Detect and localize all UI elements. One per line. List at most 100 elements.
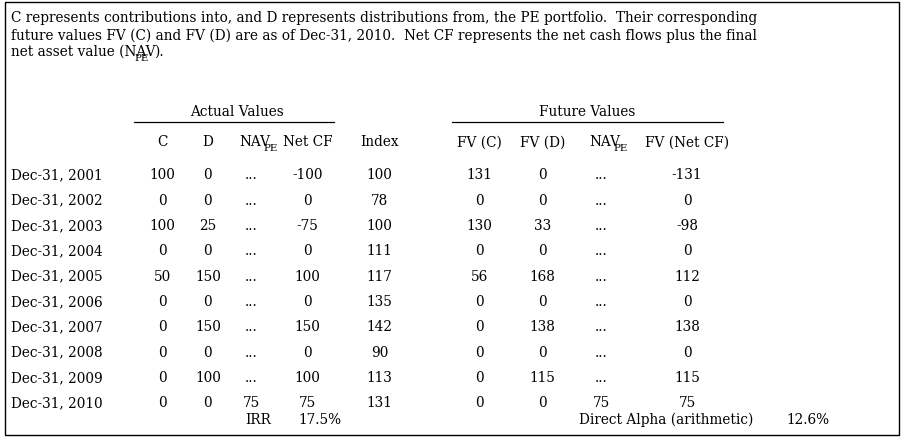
- Text: 0: 0: [158, 346, 167, 360]
- Text: 135: 135: [367, 295, 392, 309]
- Text: 0: 0: [682, 295, 691, 309]
- Text: 0: 0: [537, 244, 546, 258]
- Text: 0: 0: [203, 244, 212, 258]
- Text: Direct Alpha (arithmetic): Direct Alpha (arithmetic): [578, 413, 752, 427]
- Text: Dec-31, 2004: Dec-31, 2004: [11, 244, 102, 258]
- Text: 0: 0: [682, 346, 691, 360]
- Text: 12.6%: 12.6%: [786, 413, 829, 427]
- Text: 138: 138: [674, 320, 699, 334]
- Text: 0: 0: [158, 244, 167, 258]
- Text: NAV: NAV: [589, 135, 619, 149]
- Text: 0: 0: [203, 194, 212, 208]
- Text: 0: 0: [537, 295, 546, 309]
- Text: Dec-31, 2005: Dec-31, 2005: [11, 270, 102, 284]
- Text: 0: 0: [474, 295, 483, 309]
- Text: IRR: IRR: [245, 413, 271, 427]
- Text: 0: 0: [158, 194, 167, 208]
- Text: 100: 100: [294, 270, 320, 284]
- Text: FV (Net CF): FV (Net CF): [644, 135, 729, 149]
- Text: 0: 0: [474, 371, 483, 385]
- Text: ...: ...: [594, 320, 607, 334]
- Text: 25: 25: [199, 219, 217, 233]
- Text: 0: 0: [158, 371, 167, 385]
- Text: 100: 100: [367, 168, 392, 182]
- Text: 0: 0: [203, 346, 212, 360]
- Text: D: D: [202, 135, 213, 149]
- Text: 115: 115: [529, 371, 554, 385]
- Text: 150: 150: [294, 320, 320, 334]
- Text: PE: PE: [264, 144, 278, 153]
- Text: 90: 90: [370, 346, 388, 360]
- Text: 150: 150: [195, 320, 220, 334]
- Text: -98: -98: [675, 219, 697, 233]
- Text: 0: 0: [537, 194, 546, 208]
- Text: 0: 0: [303, 295, 312, 309]
- Text: Actual Values: Actual Values: [190, 105, 284, 119]
- Text: 0: 0: [158, 295, 167, 309]
- Text: Dec-31, 2002: Dec-31, 2002: [11, 194, 102, 208]
- Text: 131: 131: [466, 168, 491, 182]
- Text: Dec-31, 2007: Dec-31, 2007: [11, 320, 102, 334]
- Text: 0: 0: [203, 295, 212, 309]
- Text: PE: PE: [613, 144, 628, 153]
- Text: Dec-31, 2008: Dec-31, 2008: [11, 346, 102, 360]
- Text: 131: 131: [367, 396, 392, 410]
- Text: 111: 111: [367, 244, 392, 258]
- Text: 130: 130: [466, 219, 491, 233]
- Text: Dec-31, 2006: Dec-31, 2006: [11, 295, 102, 309]
- Text: net asset value (NAV: net asset value (NAV: [11, 45, 155, 59]
- Text: ...: ...: [245, 244, 257, 258]
- Text: 17.5%: 17.5%: [298, 413, 341, 427]
- Text: 0: 0: [158, 320, 167, 334]
- Text: 0: 0: [474, 194, 483, 208]
- Text: -100: -100: [292, 168, 322, 182]
- Text: 113: 113: [367, 371, 392, 385]
- Text: ).: ).: [154, 45, 163, 59]
- Text: 138: 138: [529, 320, 554, 334]
- Text: 100: 100: [294, 371, 320, 385]
- Text: FV (D): FV (D): [519, 135, 564, 149]
- Text: 0: 0: [474, 396, 483, 410]
- Text: C represents contributions into, and D represents distributions from, the PE por: C represents contributions into, and D r…: [11, 11, 756, 25]
- Text: 0: 0: [474, 244, 483, 258]
- Text: 50: 50: [154, 270, 172, 284]
- Text: 0: 0: [537, 396, 546, 410]
- Text: ...: ...: [594, 194, 607, 208]
- Text: ...: ...: [245, 270, 257, 284]
- Text: ...: ...: [594, 371, 607, 385]
- Text: Dec-31, 2003: Dec-31, 2003: [11, 219, 102, 233]
- Text: 100: 100: [195, 371, 220, 385]
- Text: ...: ...: [594, 168, 607, 182]
- Text: ...: ...: [594, 270, 607, 284]
- Text: 0: 0: [537, 168, 546, 182]
- Text: Dec-31, 2009: Dec-31, 2009: [11, 371, 102, 385]
- Text: ...: ...: [245, 371, 257, 385]
- Text: FV (C): FV (C): [456, 135, 501, 149]
- Text: ...: ...: [594, 244, 607, 258]
- Text: 75: 75: [591, 396, 610, 410]
- Text: 168: 168: [529, 270, 554, 284]
- Text: ...: ...: [245, 346, 257, 360]
- Text: ...: ...: [594, 346, 607, 360]
- Text: 0: 0: [474, 346, 483, 360]
- Text: ...: ...: [245, 194, 257, 208]
- Text: ...: ...: [594, 295, 607, 309]
- Text: 56: 56: [470, 270, 488, 284]
- Text: Dec-31, 2001: Dec-31, 2001: [11, 168, 102, 182]
- Text: 0: 0: [682, 194, 691, 208]
- Text: Dec-31, 2010: Dec-31, 2010: [11, 396, 102, 410]
- Text: 0: 0: [474, 320, 483, 334]
- Text: 0: 0: [203, 396, 212, 410]
- Text: 100: 100: [367, 219, 392, 233]
- Text: -131: -131: [671, 168, 702, 182]
- Text: 75: 75: [242, 396, 260, 410]
- Text: PE: PE: [135, 54, 149, 63]
- Text: 78: 78: [370, 194, 388, 208]
- Text: 0: 0: [303, 346, 312, 360]
- Text: Net CF: Net CF: [283, 135, 331, 149]
- Text: -75: -75: [296, 219, 318, 233]
- Text: 0: 0: [303, 194, 312, 208]
- Text: ...: ...: [245, 295, 257, 309]
- Text: 0: 0: [203, 168, 212, 182]
- Text: ...: ...: [245, 320, 257, 334]
